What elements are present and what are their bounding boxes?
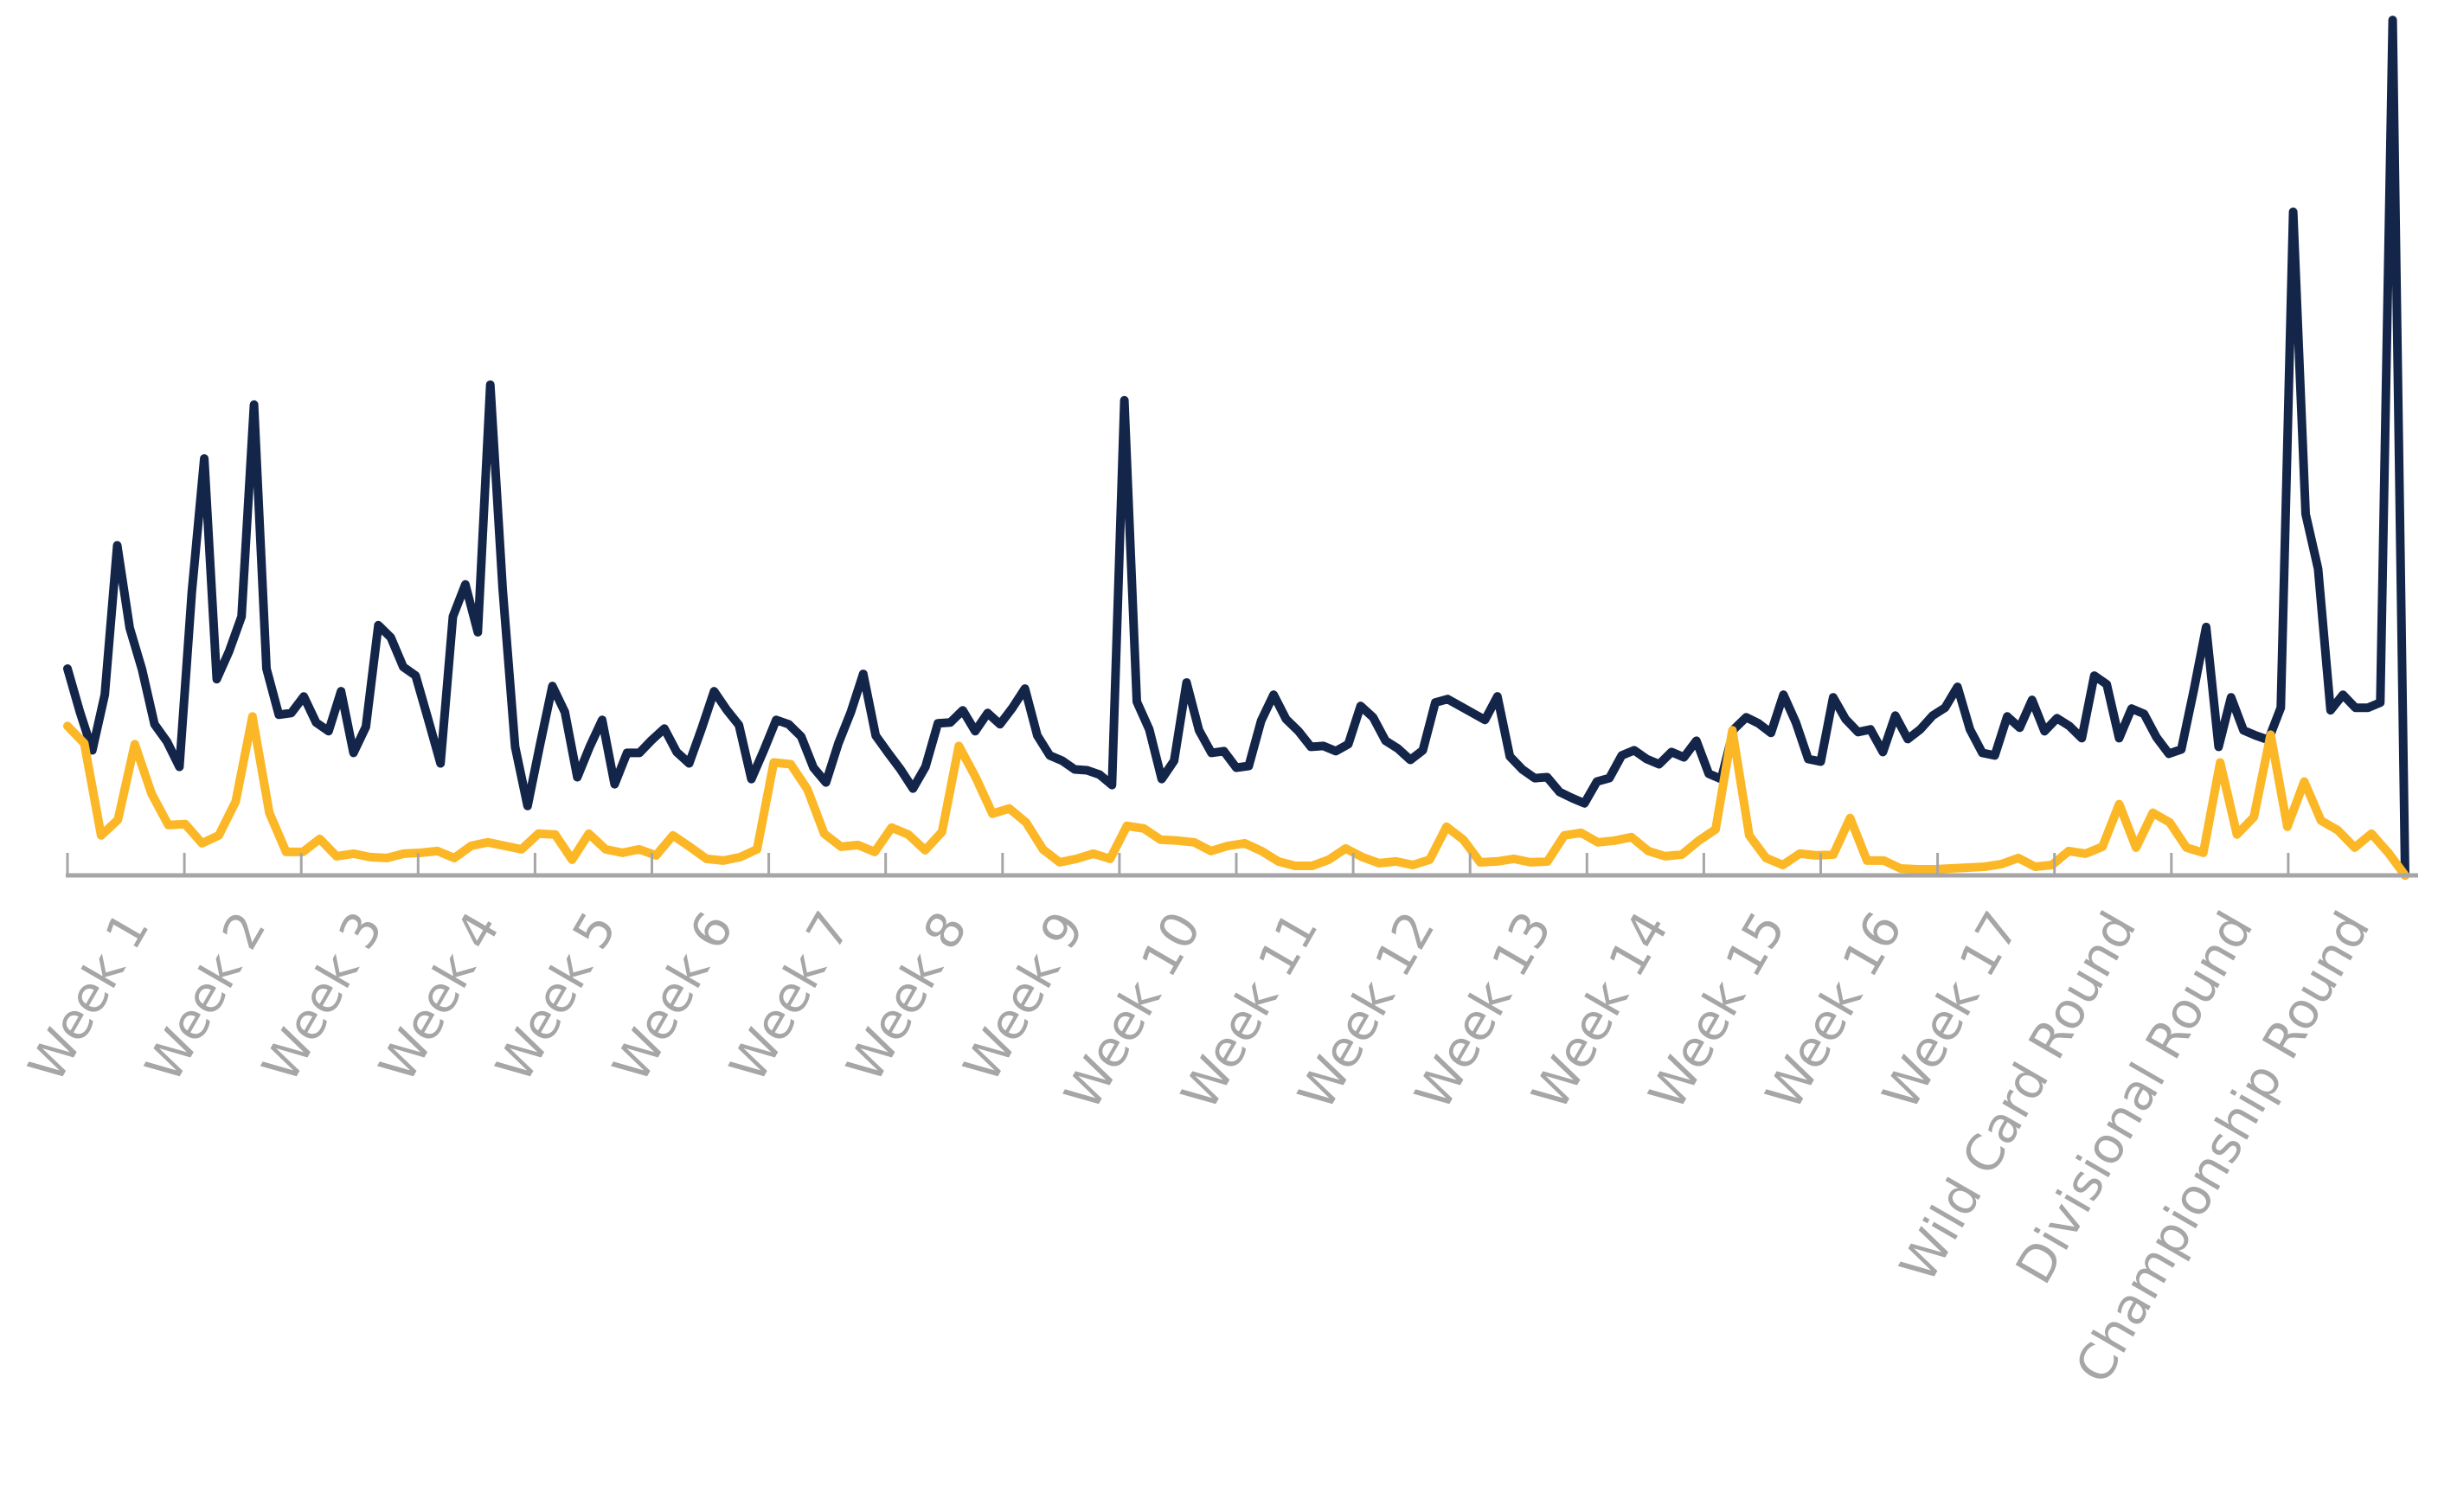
x-axis-ticks [66, 853, 2290, 875]
series-line-2 [63, 712, 2409, 880]
series-line-1 [63, 16, 2409, 880]
series-layer [63, 16, 2409, 880]
